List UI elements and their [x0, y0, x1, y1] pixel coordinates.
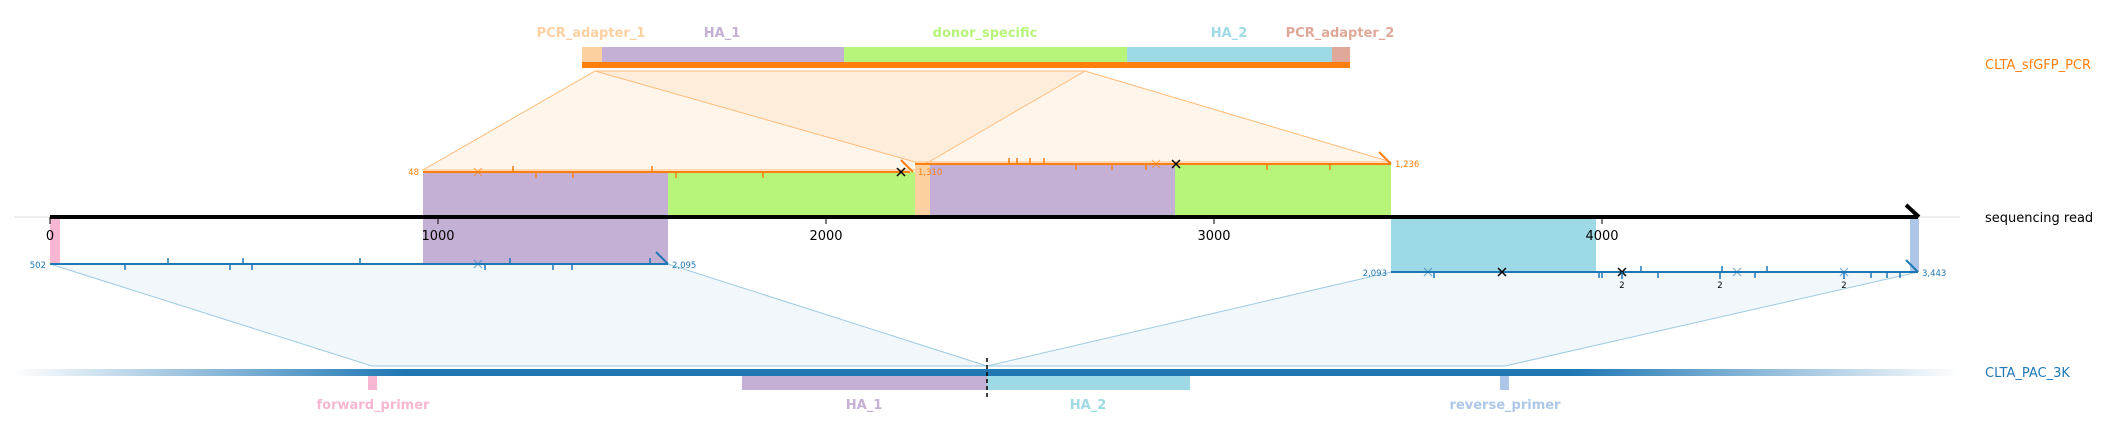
genome-alignment-wedges: [49, 263, 1919, 367]
block-reverse-primer-read: [1910, 219, 1919, 272]
pcr-label-pcr-adapter-2: PCR_adapter_2: [1286, 26, 1395, 41]
read-tick-4000: 4000: [1585, 229, 1618, 244]
orange-deletion-marks: [473, 159, 1161, 177]
blue-alignment-2-end: [1905, 259, 1919, 273]
pcr-feature-pcr-adapter-2: [1332, 47, 1350, 62]
blue-2-start-label: 2,093: [1363, 269, 1387, 279]
block-adapter-upper: [915, 164, 930, 216]
genome-label-ha-1: HA_1: [846, 398, 883, 413]
orange-alignment-2-end: [1378, 151, 1392, 165]
block-ha-1-mid: [930, 164, 1175, 216]
genome-alignments: 2 2 2 502 2,095 2,093 3,443: [30, 251, 1946, 291]
orange-1-start-label: 48: [408, 168, 419, 178]
indel-count-1: 2: [1619, 281, 1624, 291]
pcr-target-bar: [582, 62, 1350, 68]
blue-wedge-2: [986, 271, 1919, 367]
blue-insertion-marks: [1621, 272, 1845, 279]
read-tick-0: 0: [46, 229, 54, 244]
block-forward-primer-read: [50, 219, 60, 264]
blue-wedge-1: [49, 263, 988, 367]
read-tick-1000: 1000: [421, 229, 454, 244]
pcr-label-pcr-adapter-1: PCR_adapter_1: [537, 26, 646, 41]
pcr-feature-ha-2: [1127, 47, 1332, 62]
block-ha-1-upper: [423, 172, 668, 216]
pcr-target-name: CLTA_sfGFP_PCR: [1985, 58, 2091, 73]
orange-1-end-label: 1,310: [918, 168, 942, 178]
blue-mismatch-ticks: [124, 258, 1901, 278]
blue-2-end-label: 3,443: [1922, 269, 1946, 279]
genomic-target-name: CLTA_PAC_3K: [1985, 366, 2070, 381]
black-deletion-marks-orange: [896, 159, 1181, 177]
indel-count-2: 2: [1717, 281, 1722, 291]
pcr-label-ha-2: HA_2: [1211, 26, 1248, 41]
read-tick-3000: 3000: [1197, 229, 1230, 244]
block-donor-upper-2: [1175, 164, 1391, 216]
block-ha-2-lower: [1391, 219, 1596, 273]
genome-feature-ha-1: [742, 376, 987, 390]
pcr-feature-ha-1: [602, 47, 844, 62]
pcr-feature-donor-specific: [844, 47, 1127, 62]
orange-alignment-1-end: [900, 159, 914, 173]
genomic-target-group: forward_primer HA_1 HA_2 reverse_primer …: [14, 358, 2070, 413]
block-ha-1-lower: [423, 219, 668, 264]
pcr-alignment-wedges: [421, 70, 1392, 171]
pcr-feature-pcr-adapter-1: [582, 47, 602, 62]
orange-mismatch-ticks: [512, 158, 1331, 178]
blue-alignment-1-end: [655, 251, 669, 265]
sequencing-read-group: 0 1000 2000 3000 4000 sequencing read: [14, 203, 2093, 244]
blue-1-start-label: 502: [30, 261, 46, 271]
indel-count-3: 2: [1841, 281, 1846, 291]
genome-feature-ha-2: [987, 376, 1190, 390]
block-donor-upper-1: [668, 172, 915, 216]
pcr-label-ha-1: HA_1: [704, 26, 741, 41]
sequencing-read-label: sequencing read: [1985, 211, 2093, 226]
pcr-target-group: PCR_adapter_1 HA_1 donor_specific HA_2 P…: [537, 26, 2091, 73]
genome-feature-reverse-primer: [1500, 376, 1509, 390]
genome-label-forward-primer: forward_primer: [317, 398, 431, 413]
blue-1-end-label: 2,095: [672, 261, 696, 271]
orange-wedge-2: [594, 70, 1392, 163]
genome-feature-forward-primer: [368, 376, 377, 390]
pcr-label-donor-specific: donor_specific: [933, 26, 1038, 41]
genome-label-ha-2: HA_2: [1070, 398, 1107, 413]
read-tick-2000: 2000: [809, 229, 842, 244]
genome-label-reverse-primer: reverse_primer: [1450, 398, 1562, 413]
read-feature-blocks: [50, 164, 1919, 273]
orange-2-end-label: 1,236: [1395, 160, 1419, 170]
pcr-alignments: 48 1,310 1,236: [408, 151, 1419, 178]
sequencing-read-arrowhead: [1904, 203, 1921, 219]
read-axis-ticks: [49, 217, 1603, 224]
